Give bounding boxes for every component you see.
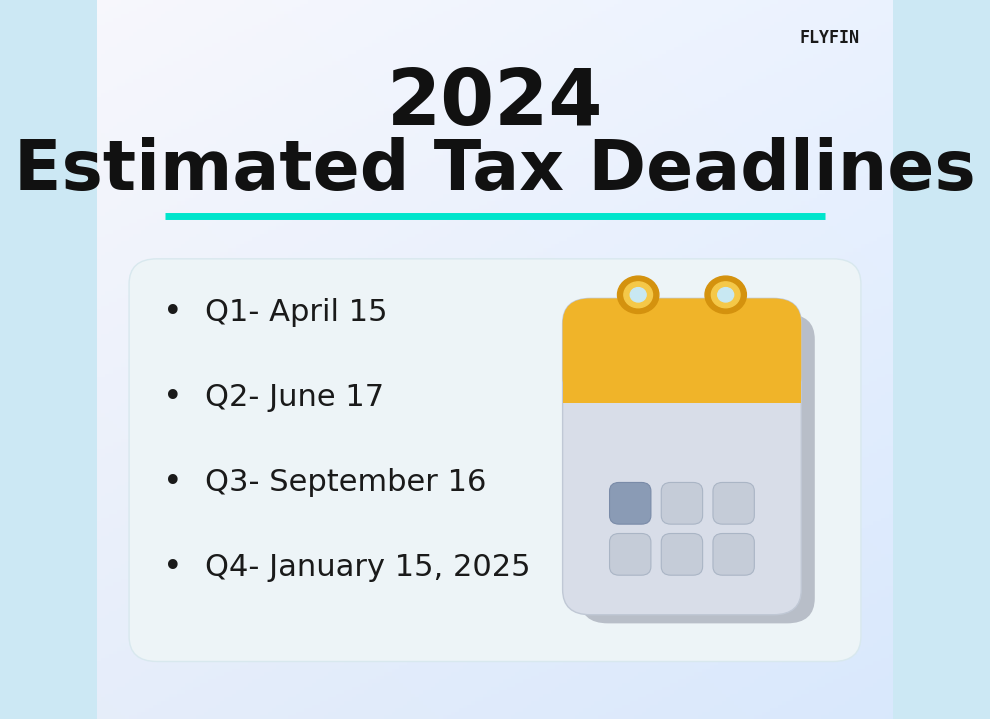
Text: •: • bbox=[163, 466, 182, 499]
Text: Q4- January 15, 2025: Q4- January 15, 2025 bbox=[205, 553, 530, 582]
Text: Q2- June 17: Q2- June 17 bbox=[205, 383, 384, 412]
Circle shape bbox=[624, 282, 652, 308]
Text: Estimated Tax Deadlines: Estimated Tax Deadlines bbox=[14, 137, 976, 203]
Text: •: • bbox=[163, 551, 182, 584]
Bar bbox=[562, 356, 801, 403]
FancyBboxPatch shape bbox=[713, 482, 754, 524]
Circle shape bbox=[718, 288, 734, 302]
FancyBboxPatch shape bbox=[129, 259, 861, 661]
Text: •: • bbox=[163, 381, 182, 414]
Circle shape bbox=[631, 288, 646, 302]
FancyBboxPatch shape bbox=[562, 298, 801, 615]
Circle shape bbox=[618, 276, 659, 313]
FancyBboxPatch shape bbox=[610, 533, 650, 575]
Circle shape bbox=[705, 276, 746, 313]
Text: Q3- September 16: Q3- September 16 bbox=[205, 468, 486, 497]
FancyBboxPatch shape bbox=[580, 314, 815, 623]
Text: •: • bbox=[163, 296, 182, 329]
FancyBboxPatch shape bbox=[661, 482, 703, 524]
FancyBboxPatch shape bbox=[713, 533, 754, 575]
FancyBboxPatch shape bbox=[562, 298, 801, 403]
Circle shape bbox=[712, 282, 740, 308]
Text: 2024: 2024 bbox=[387, 65, 603, 141]
FancyBboxPatch shape bbox=[610, 482, 650, 524]
Text: Q1- April 15: Q1- April 15 bbox=[205, 298, 387, 327]
Text: FLYFIN: FLYFIN bbox=[799, 29, 859, 47]
FancyBboxPatch shape bbox=[661, 533, 703, 575]
